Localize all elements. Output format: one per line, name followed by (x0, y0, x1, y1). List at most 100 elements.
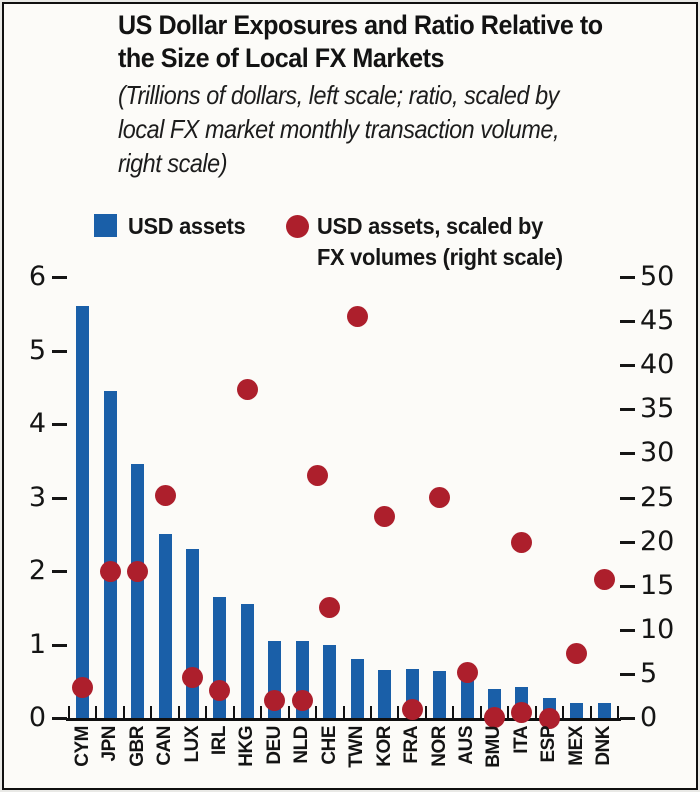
x-axis-tick (369, 706, 372, 718)
dot-LUX (182, 667, 204, 689)
dot-BMU (483, 706, 505, 728)
right-axis-tick (620, 452, 635, 456)
left-axis-tick (52, 496, 67, 500)
x-label-IRL: IRL (208, 726, 230, 756)
right-axis-tick (620, 672, 635, 676)
x-label-HKG: HKG (236, 726, 258, 767)
x-label-ITA: ITA (510, 726, 532, 754)
x-axis-tick (260, 706, 263, 718)
right-axis-tick (620, 276, 635, 279)
x-axis-tick (95, 706, 98, 718)
x-label-LUX: LUX (181, 726, 203, 763)
x-label-TWN: TWN (346, 726, 368, 768)
left-axis-tick (52, 276, 67, 279)
x-axis-tick (617, 706, 619, 718)
right-axis-label: 20 (640, 525, 675, 557)
title-line-2: the Size of Local FX Markets (118, 43, 445, 73)
dot-MEX (566, 643, 588, 665)
x-axis-tick (205, 706, 208, 718)
x-axis-tick (589, 706, 592, 718)
dot-extra-2 (511, 702, 533, 724)
x-label-CHE: CHE (318, 726, 340, 765)
x-axis-tick (479, 706, 482, 718)
x-label-JPN: JPN (99, 726, 121, 762)
right-axis-label: 45 (640, 305, 675, 337)
x-axis-tick (534, 706, 537, 718)
left-axis-label: 0 (28, 702, 46, 733)
bar-CAN (158, 534, 172, 718)
dot-IRL (209, 680, 231, 702)
x-label-ESP: ESP (538, 726, 560, 763)
x-label-CYM: CYM (71, 726, 93, 767)
x-axis-tick (452, 706, 455, 718)
title-line-1: US Dollar Exposures and Ratio Relative t… (118, 10, 603, 40)
right-axis-tick (620, 320, 635, 324)
bar-CHE (323, 644, 337, 718)
bar-MEX (570, 703, 584, 718)
left-axis-tick (52, 717, 67, 720)
x-axis-tick (68, 706, 70, 718)
subtitle-line-2: local FX market monthly transaction volu… (118, 114, 560, 144)
left-axis-tick (52, 570, 67, 573)
x-label-FRA: FRA (401, 726, 423, 764)
dot-FRA (401, 698, 423, 720)
right-axis-tick (620, 364, 635, 368)
bar-AUS (460, 676, 474, 718)
right-axis-tick (620, 628, 635, 632)
legend-label-scaled-line-1: USD assets, scaled by (317, 213, 543, 239)
left-axis-label: 3 (28, 481, 46, 513)
right-axis-label: 30 (640, 437, 675, 469)
bar-JPN (103, 390, 117, 718)
x-axis-line (66, 718, 621, 721)
left-axis-label: 1 (28, 628, 46, 660)
dot-ITA (511, 532, 533, 554)
right-axis-label: 15 (640, 569, 675, 601)
bar-LUX (186, 548, 200, 718)
x-label-BMU: BMU (483, 726, 505, 768)
bar-TWN (350, 659, 364, 718)
x-axis-tick (562, 706, 565, 718)
x-label-MEX: MEX (565, 726, 587, 766)
dot-CAN (154, 484, 176, 506)
left-axis-tick (52, 423, 67, 426)
dot-DNK (593, 569, 615, 591)
left-axis-tick (52, 349, 67, 353)
right-axis-label: 5 (640, 657, 658, 689)
dot-KOR (374, 505, 396, 527)
bar-GBR (131, 464, 145, 718)
left-axis-label: 4 (28, 408, 46, 439)
right-axis-tick (620, 584, 635, 588)
x-axis-tick (507, 706, 510, 718)
subtitle-line-3: right scale) (118, 148, 228, 178)
right-axis-tick (620, 717, 635, 720)
x-axis-tick (177, 706, 180, 718)
left-axis-label: 2 (28, 555, 46, 586)
legend-square-marker-icon (94, 214, 117, 237)
right-axis-tick (620, 408, 635, 412)
dot-ESP (538, 707, 560, 729)
dot-CHE (319, 597, 341, 619)
right-axis-tick (620, 540, 635, 544)
dot-CYM (72, 676, 94, 698)
legend-label-usd-assets: USD assets (128, 213, 246, 239)
x-axis-tick (342, 706, 345, 718)
left-axis-label: 6 (28, 261, 46, 292)
left-axis-label: 5 (28, 334, 46, 366)
bar-HKG (240, 604, 254, 718)
right-axis-label: 35 (640, 393, 675, 425)
x-label-DEU: DEU (263, 726, 285, 765)
x-axis-tick (122, 706, 125, 718)
right-axis-label: 25 (640, 481, 675, 513)
right-axis-label: 10 (640, 613, 675, 645)
x-axis-tick (150, 706, 153, 718)
x-axis-tick (315, 706, 318, 718)
dot-GBR (127, 561, 149, 583)
right-axis-label: 0 (640, 702, 658, 733)
dot-DEU (264, 690, 286, 712)
x-axis-tick (287, 706, 290, 718)
x-label-DNK: DNK (593, 726, 615, 766)
x-axis-tick (232, 706, 235, 718)
